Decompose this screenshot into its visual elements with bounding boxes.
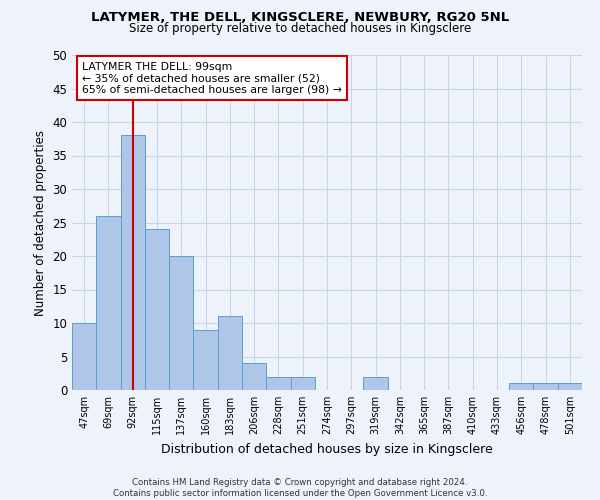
Bar (169, 256, 193, 390)
Text: Contains HM Land Registry data © Crown copyright and database right 2024.
Contai: Contains HM Land Registry data © Crown c… (113, 478, 487, 498)
Bar (558, 384, 582, 390)
Text: LATYMER, THE DELL, KINGSCLERE, NEWBURY, RG20 5NL: LATYMER, THE DELL, KINGSCLERE, NEWBURY, … (91, 11, 509, 24)
Bar (242, 363, 266, 390)
Bar (533, 384, 558, 390)
Bar (96, 216, 121, 390)
X-axis label: Distribution of detached houses by size in Kingsclere: Distribution of detached houses by size … (161, 442, 493, 456)
Bar (121, 136, 145, 390)
Bar (72, 323, 96, 390)
Bar (145, 229, 169, 390)
Bar (266, 376, 290, 390)
Text: LATYMER THE DELL: 99sqm
← 35% of detached houses are smaller (52)
65% of semi-de: LATYMER THE DELL: 99sqm ← 35% of detache… (82, 62, 342, 95)
Bar (193, 330, 218, 390)
Bar (509, 384, 533, 390)
Bar (218, 316, 242, 390)
Bar (364, 376, 388, 390)
Y-axis label: Number of detached properties: Number of detached properties (34, 130, 47, 316)
Bar (290, 376, 315, 390)
Text: Size of property relative to detached houses in Kingsclere: Size of property relative to detached ho… (129, 22, 471, 35)
